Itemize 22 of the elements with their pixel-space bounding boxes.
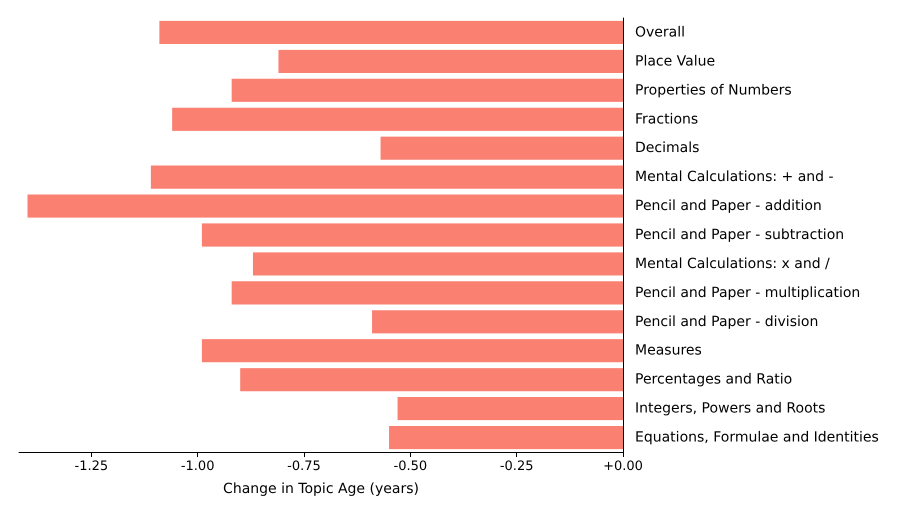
x-tick-label: -1.00 [180, 459, 214, 474]
y-tick-label: Pencil and Paper - division [635, 314, 818, 330]
y-tick-label: Equations, Formulae and Identities [635, 430, 879, 446]
y-tick-label: Fractions [635, 111, 698, 128]
x-tick-label: -0.25 [500, 459, 534, 474]
y-tick-label: Mental Calculations: + and - [635, 169, 834, 186]
y-tick-label: Decimals [635, 140, 700, 156]
x-tick-label: +0.00 [603, 459, 643, 474]
y-tick-label: Place Value [635, 53, 716, 70]
y-tick-label: Overall [635, 24, 686, 40]
x-tick-label: -0.50 [394, 459, 428, 474]
y-tick-label: Integers, Powers and Roots [635, 400, 826, 417]
x-tick-label: -0.75 [287, 459, 321, 474]
y-tick-label: Properties of Numbers [635, 82, 792, 98]
x-tick-label: -1.25 [74, 459, 108, 474]
y-tick-label: Pencil and Paper - multiplication [635, 284, 860, 301]
x-axis-title: Change in Topic Age (years) [223, 481, 419, 497]
y-tick-label: Pencil and Paper - subtraction [635, 227, 844, 243]
y-tick-label: Measures [635, 342, 702, 359]
y-tick-label: Pencil and Paper - addition [635, 198, 822, 214]
y-tick-label: Mental Calculations: x and / [635, 256, 830, 272]
y-tick-label: Percentages and Ratio [635, 372, 792, 388]
